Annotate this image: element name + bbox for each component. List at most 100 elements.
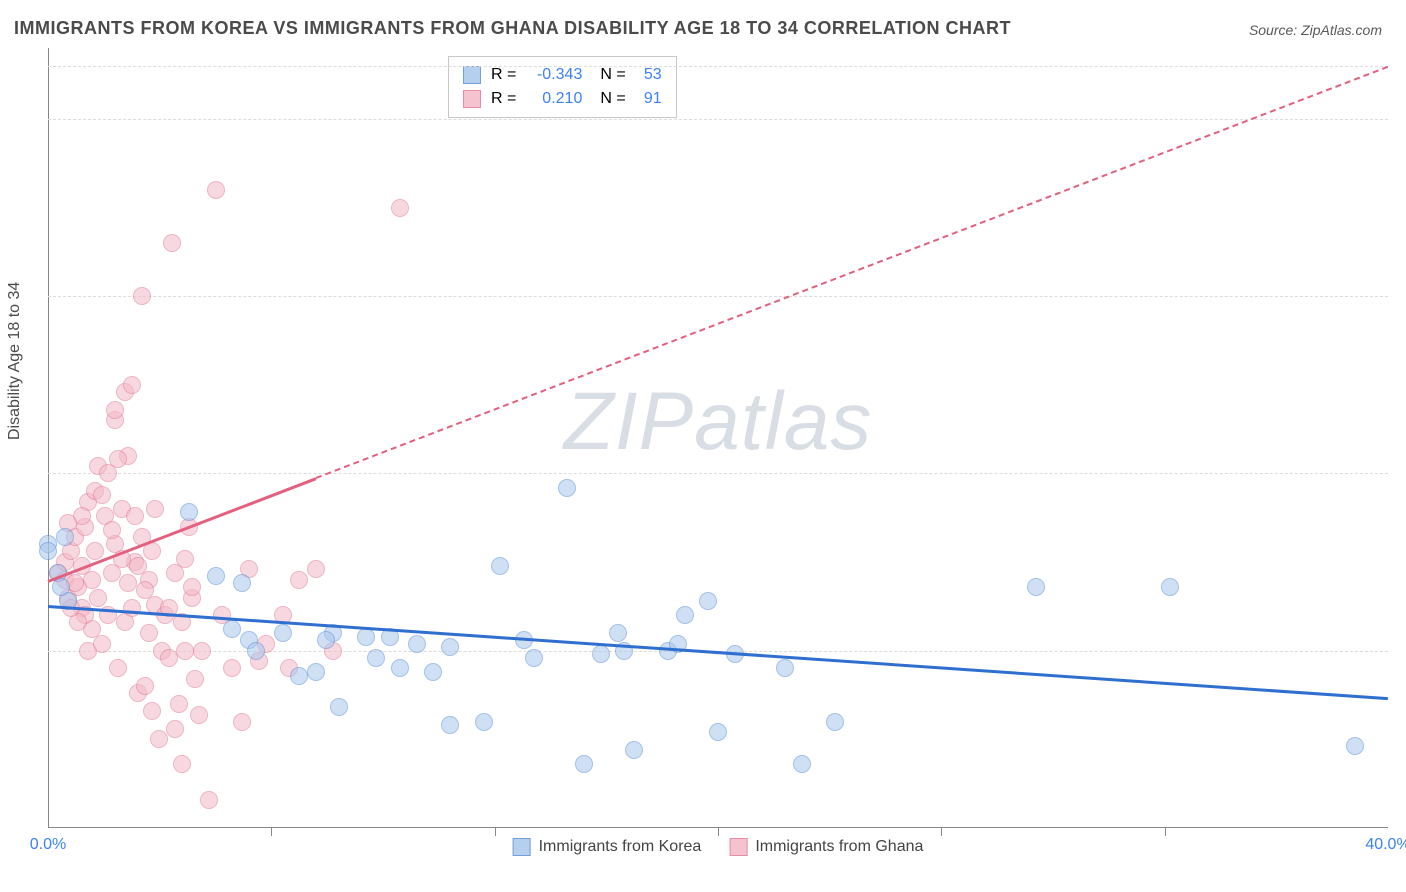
r-value-korea: -0.343	[522, 66, 582, 84]
data-point	[200, 791, 218, 809]
gridline	[48, 296, 1388, 297]
y-axis-line	[48, 48, 49, 828]
data-point	[136, 677, 154, 695]
data-point	[150, 730, 168, 748]
source-credit: Source: ZipAtlas.com	[1249, 22, 1382, 38]
trend-line	[316, 66, 1389, 479]
chart-plot-area: ZIPatlas R = -0.343 N = 53 R = 0.210 N =…	[48, 48, 1388, 828]
data-point	[826, 713, 844, 731]
legend-item-ghana: Immigrants from Ghana	[729, 838, 923, 856]
data-point	[676, 606, 694, 624]
bottom-legend: Immigrants from Korea Immigrants from Gh…	[513, 838, 924, 856]
data-point	[183, 578, 201, 596]
data-point	[56, 528, 74, 546]
data-point	[330, 698, 348, 716]
r-label: R =	[491, 66, 516, 84]
data-point	[126, 507, 144, 525]
data-point	[223, 620, 241, 638]
x-tick	[941, 828, 942, 836]
data-point	[103, 521, 121, 539]
data-point	[86, 542, 104, 560]
x-tick-label: 40.0%	[1365, 836, 1406, 854]
data-point	[109, 659, 127, 677]
data-point	[317, 631, 335, 649]
legend-item-korea: Immigrants from Korea	[513, 838, 702, 856]
data-point	[119, 574, 137, 592]
source-link[interactable]: ZipAtlas.com	[1301, 22, 1382, 38]
data-point	[109, 450, 127, 468]
x-tick-label: 0.0%	[30, 836, 66, 854]
data-point	[233, 713, 251, 731]
swatch-korea	[463, 66, 481, 84]
gridline	[48, 66, 1388, 67]
x-tick	[1165, 828, 1166, 836]
data-point	[709, 723, 727, 741]
gridline	[48, 119, 1388, 120]
data-point	[274, 624, 292, 642]
data-point	[290, 571, 308, 589]
data-point	[133, 287, 151, 305]
data-point	[1346, 737, 1364, 755]
data-point	[525, 649, 543, 667]
data-point	[89, 589, 107, 607]
data-point	[193, 642, 211, 660]
source-prefix: Source:	[1249, 22, 1301, 38]
data-point	[207, 181, 225, 199]
gridline	[48, 473, 1388, 474]
x-tick	[495, 828, 496, 836]
swatch-ghana	[729, 838, 747, 856]
data-point	[176, 642, 194, 660]
n-value-ghana: 91	[632, 90, 662, 108]
data-point	[180, 503, 198, 521]
data-point	[475, 713, 493, 731]
data-point	[247, 642, 265, 660]
data-point	[592, 645, 610, 663]
data-point	[52, 578, 70, 596]
data-point	[186, 670, 204, 688]
data-point	[163, 234, 181, 252]
data-point	[166, 720, 184, 738]
chart-title: IMMIGRANTS FROM KOREA VS IMMIGRANTS FROM…	[14, 18, 1011, 39]
r-value-ghana: 0.210	[522, 90, 582, 108]
n-label: N =	[600, 66, 625, 84]
data-point	[575, 755, 593, 773]
data-point	[39, 542, 57, 560]
data-point	[207, 567, 225, 585]
y-axis-label: Disability Age 18 to 34	[6, 282, 24, 440]
data-point	[367, 649, 385, 667]
data-point	[123, 599, 141, 617]
data-point	[176, 550, 194, 568]
data-point	[233, 574, 251, 592]
data-point	[793, 755, 811, 773]
data-point	[173, 755, 191, 773]
legend-label-ghana: Immigrants from Ghana	[755, 838, 923, 856]
data-point	[83, 571, 101, 589]
data-point	[408, 635, 426, 653]
data-point	[143, 702, 161, 720]
swatch-korea	[513, 838, 531, 856]
data-point	[170, 695, 188, 713]
data-point	[93, 486, 111, 504]
watermark: ZIPatlas	[564, 375, 873, 469]
data-point	[391, 199, 409, 217]
x-tick	[271, 828, 272, 836]
legend-label-korea: Immigrants from Korea	[539, 838, 702, 856]
data-point	[190, 706, 208, 724]
data-point	[491, 557, 509, 575]
n-value-korea: 53	[632, 66, 662, 84]
r-label: R =	[491, 90, 516, 108]
data-point	[123, 376, 141, 394]
data-point	[140, 624, 158, 642]
data-point	[106, 401, 124, 419]
data-point	[1161, 578, 1179, 596]
data-point	[609, 624, 627, 642]
data-point	[441, 716, 459, 734]
data-point	[160, 649, 178, 667]
data-point	[441, 638, 459, 656]
data-point	[424, 663, 442, 681]
data-point	[129, 557, 147, 575]
stats-row-ghana: R = 0.210 N = 91	[463, 87, 662, 111]
data-point	[1027, 578, 1045, 596]
data-point	[223, 659, 241, 677]
x-tick	[718, 828, 719, 836]
